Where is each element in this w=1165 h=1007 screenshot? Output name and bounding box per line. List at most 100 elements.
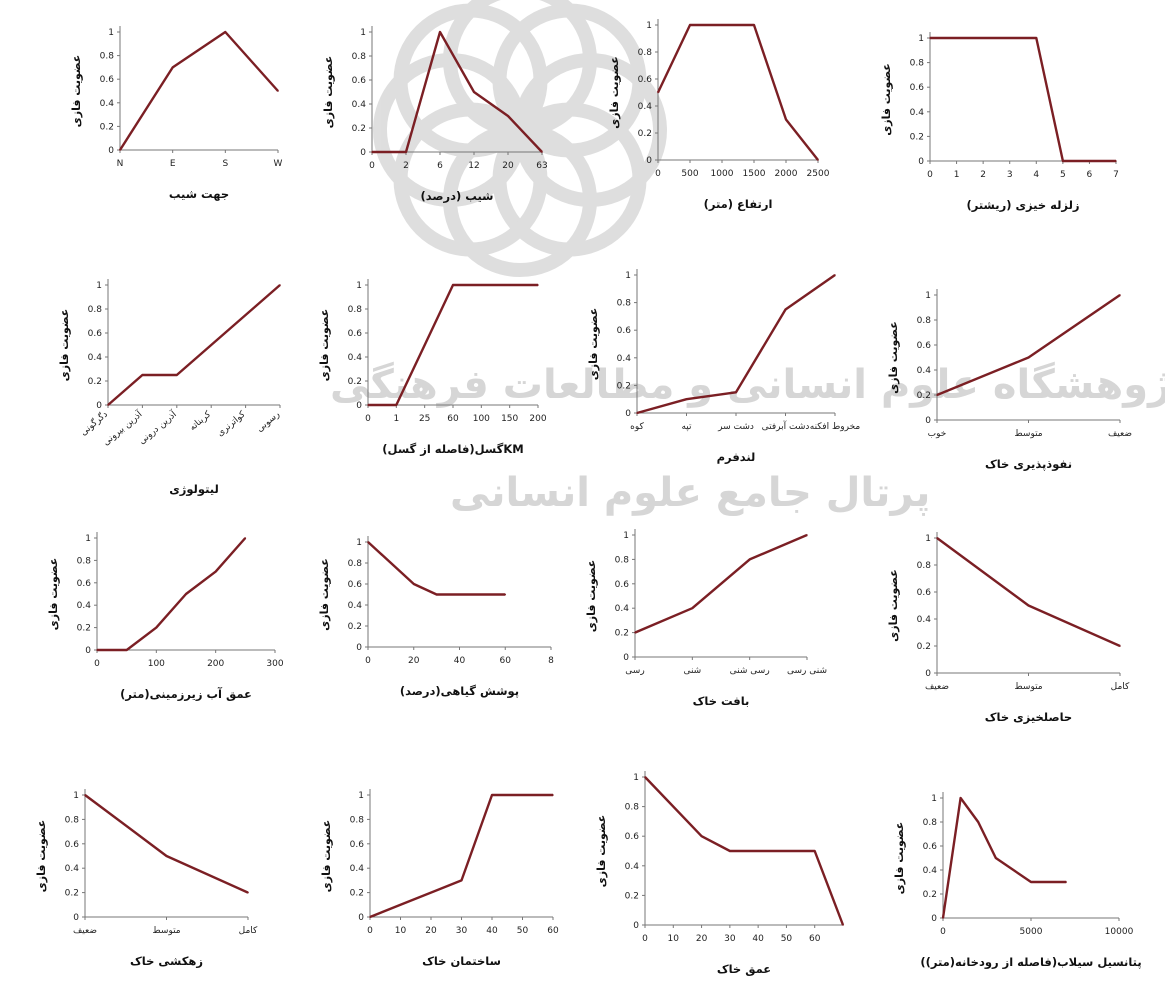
data-point — [834, 274, 836, 276]
y-tick-label: 0.6 — [350, 840, 365, 850]
x-tick-label: رسی — [625, 666, 644, 676]
data-point — [119, 149, 121, 151]
series-line — [97, 537, 247, 652]
x-tick-label: رسی شنی — [730, 666, 770, 676]
data-point — [1115, 160, 1117, 162]
x-tick-label: شنی رسی — [787, 666, 827, 676]
data-point — [96, 649, 98, 651]
chart-10: 0 0.2 0.4 0.6 0.8 1 0 20 40 60 8 عضویت فازی پوشش گیا… — [290, 510, 565, 735]
y-tick-label: 0 — [356, 643, 362, 653]
series-line — [644, 776, 845, 926]
y-tick-label: 0 — [625, 409, 631, 419]
x-tick-label: 20 — [425, 926, 437, 936]
x-tick-label: رسوبی — [255, 410, 282, 435]
x-tick-label: شنی — [683, 666, 701, 676]
data-point — [817, 159, 819, 161]
x-tick-label: متوسط — [1014, 429, 1042, 439]
data-point — [691, 607, 694, 609]
data-point — [504, 593, 507, 596]
x-tick-label: W — [274, 159, 283, 169]
x-tick-label: 5 — [1060, 170, 1066, 180]
y-tick-label: 0.4 — [100, 99, 115, 109]
x-tick-label: 0 — [655, 169, 661, 179]
data-point — [165, 855, 168, 857]
series-line — [634, 533, 808, 634]
chart-svg: 0 0.2 0.4 0.6 0.8 1 0 500 1000 1500 2000 2500 عضویت … — [608, 19, 830, 211]
y-tick-label: 1 — [356, 538, 362, 548]
y-tick-label: 0.6 — [615, 580, 630, 590]
data-point — [439, 31, 441, 33]
x-tick-label: ضعیف — [73, 926, 97, 936]
chart-title: ارتفاع (متر) — [704, 197, 773, 211]
y-axis-title: عضویت فازی — [320, 820, 333, 893]
x-tick-label: 100 — [148, 659, 165, 669]
y-tick-label: 1 — [925, 534, 931, 544]
series-line — [107, 284, 281, 406]
y-tick-label: 0.8 — [348, 305, 363, 315]
data-point — [214, 570, 217, 573]
x-tick-label: 20 — [696, 934, 708, 944]
x-tick-label: 0 — [94, 659, 100, 669]
series-line — [118, 30, 279, 151]
data-point — [537, 284, 539, 286]
chart-title: عمق آب زیرزمینی(متر) — [120, 687, 252, 701]
y-tick-label: 1 — [625, 271, 631, 281]
data-point — [244, 537, 247, 539]
y-tick-label: 0.6 — [617, 326, 632, 336]
y-tick-label: 0 — [931, 914, 937, 924]
data-point — [1119, 294, 1121, 296]
x-tick-label: 2500 — [807, 169, 830, 179]
chart-svg: 0 0.2 0.4 0.6 0.8 1 0 5000 10000 عضویت فازی پتانسی… — [893, 792, 1142, 970]
y-tick-label: 0.4 — [348, 353, 363, 363]
y-tick-label: 0.8 — [917, 316, 932, 326]
data-point — [1030, 881, 1032, 883]
y-tick-label: 0.8 — [638, 48, 653, 58]
data-point — [371, 151, 373, 153]
x-tick-label: 6 — [437, 161, 443, 171]
x-tick-label: 2 — [403, 161, 409, 171]
data-point — [636, 412, 638, 414]
x-tick-label: E — [170, 159, 176, 169]
data-point — [735, 391, 737, 394]
y-tick-label: 0.4 — [615, 604, 630, 614]
data-point — [541, 151, 543, 153]
data-point — [452, 284, 454, 286]
y-tick-label: 0.2 — [350, 889, 364, 899]
y-tick-label: 1 — [108, 28, 114, 38]
data-point — [995, 857, 997, 859]
chart-title: عمق خاک — [717, 962, 771, 976]
data-point — [785, 118, 787, 121]
y-tick-label: 0.8 — [100, 52, 115, 62]
y-tick-label: 0.4 — [617, 354, 632, 364]
x-tick-label: 0 — [642, 934, 648, 944]
data-point — [507, 115, 509, 117]
y-tick-label: 1 — [623, 531, 629, 541]
data-point — [842, 924, 844, 926]
x-tick-label: N — [117, 159, 124, 169]
y-tick-label: 0 — [360, 148, 366, 158]
data-point — [1065, 881, 1067, 883]
x-tick-label: 1500 — [743, 169, 766, 179]
data-point — [405, 151, 407, 153]
series-line — [936, 537, 1121, 648]
data-point — [929, 37, 931, 39]
chart-svg: 0 0.2 0.4 0.6 0.8 1 رسی شنی رسی شنی شنی رسی عضویت … — [585, 529, 827, 708]
data-point — [729, 850, 731, 852]
data-point — [176, 374, 178, 376]
x-tick-label: متوسط — [1014, 682, 1042, 692]
x-tick-label: 10000 — [1105, 927, 1134, 937]
chart-15: 0 0.2 0.4 0.6 0.8 1 0 10 20 30 40 50 60 عضویت فازی عمق… — [565, 745, 855, 1003]
x-tick-label: 60 — [547, 926, 559, 936]
x-tick-label: S — [222, 159, 228, 169]
chart-4: 0 0.2 0.4 0.6 0.8 1 0 1 2 3 4 5 6 7 عضویت فازی زلزله خی… — [855, 0, 1165, 225]
x-tick-label: 12 — [468, 161, 479, 171]
data-point — [1062, 160, 1064, 162]
x-tick-label: 0 — [369, 161, 375, 171]
y-tick-label: 1 — [360, 28, 366, 38]
x-tick-label: 3 — [1007, 170, 1013, 180]
x-tick-label: 8 — [548, 656, 554, 666]
y-tick-label: 0.2 — [625, 891, 639, 901]
y-tick-label: 0 — [96, 401, 102, 411]
data-point — [634, 631, 636, 634]
